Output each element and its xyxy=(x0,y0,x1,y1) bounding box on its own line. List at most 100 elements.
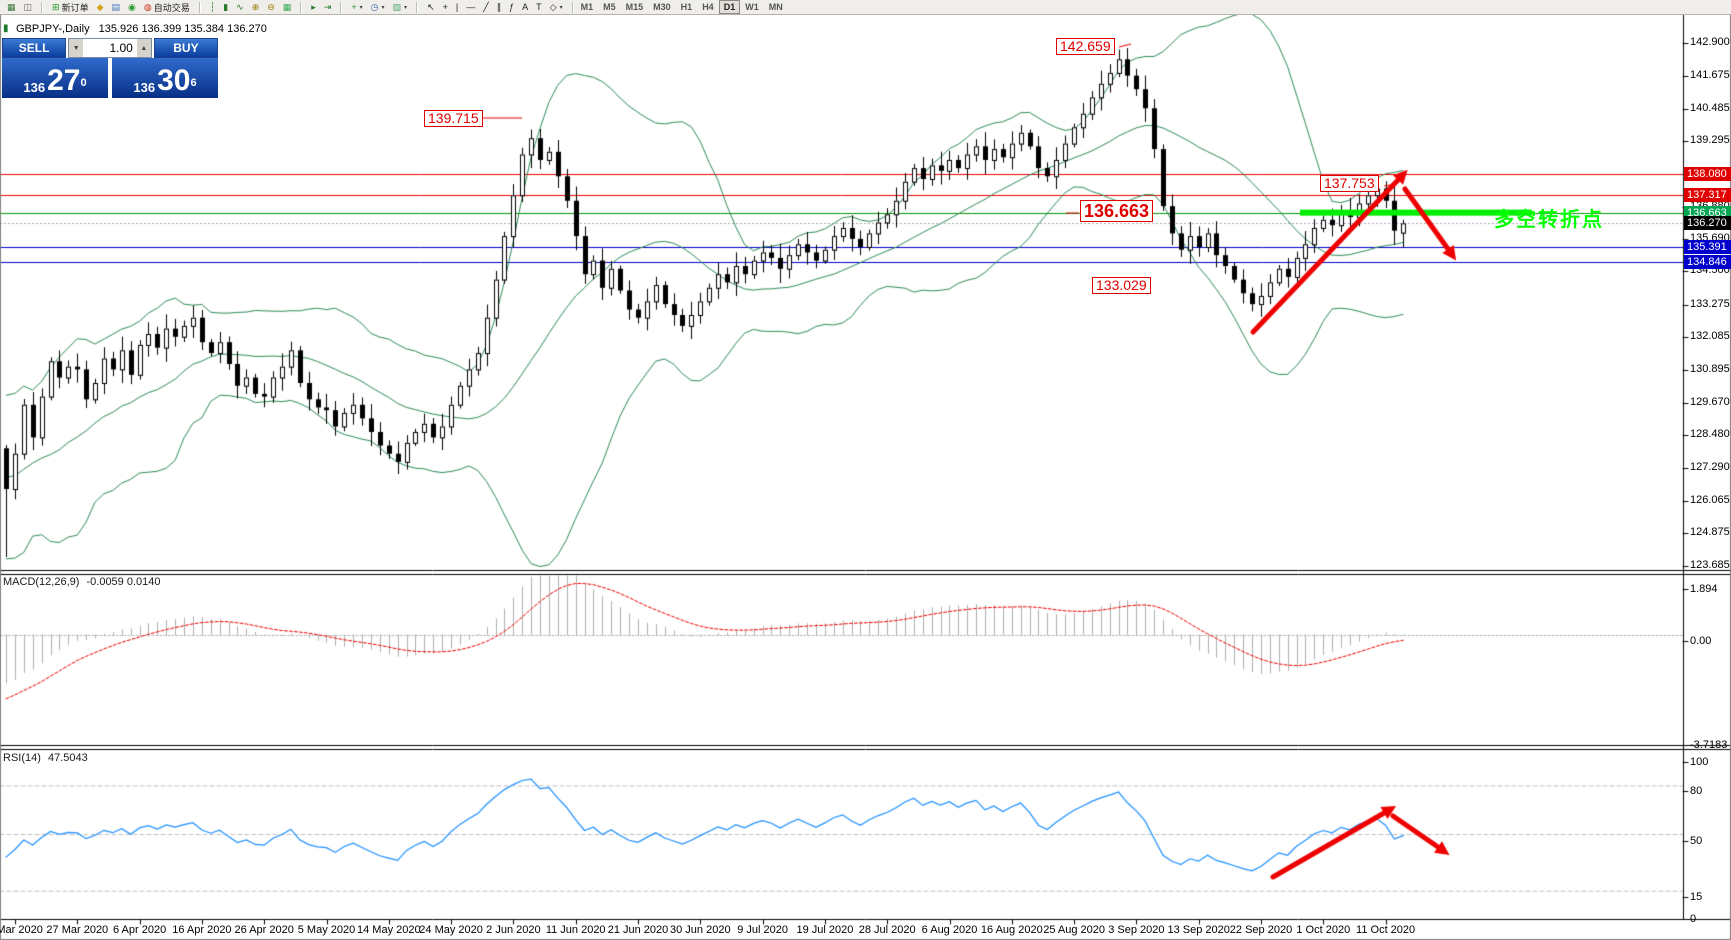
main-toolbar: ▦ ◫ ⊞ 新订单 ◆ ▤ ◉ ◍ 自动交易 ┆ ▮ ∿ ⊕ ⊖ ▦ ▸ ⇥ + ▾ ◷ ▾ ▧ ▾ ↖ + | — ╱ ∥ ƒ A T ◇ ▾ M… xyxy=(0,0,1731,15)
trendline-button[interactable]: ╱ xyxy=(479,0,492,14)
toolbar-group: ▸ ⇥ xyxy=(304,0,338,14)
price-annotation-tag[interactable]: 137.753 xyxy=(1320,175,1379,192)
timeframe-h1-button[interactable]: H1 xyxy=(680,2,693,12)
chevron-down-icon: ▾ xyxy=(381,4,385,11)
macd-values: -0.0059 0.0140 xyxy=(86,576,161,588)
buy-price[interactable]: 136 30 6 xyxy=(112,58,218,98)
symbol-name: GBPJPY-,Daily xyxy=(16,23,90,35)
date-tick-label: 6 Aug 2020 xyxy=(921,924,978,936)
tile-windows-icon: ▦ xyxy=(282,2,292,12)
new-order-button[interactable]: ⊞ 新订单 xyxy=(48,0,93,14)
timeframe-m5-button[interactable]: M5 xyxy=(603,2,616,12)
channel-button[interactable]: ∥ xyxy=(493,0,506,14)
vertical-line-icon: | xyxy=(455,2,459,12)
indicators-icon: + xyxy=(351,2,357,12)
candle-chart-button[interactable]: ▮ xyxy=(219,0,232,14)
volume-decrease-button[interactable]: ▼ xyxy=(69,39,84,57)
price-annotation-tag[interactable]: 142.659 xyxy=(1056,38,1115,55)
one-click-trading-panel: SELL ▼ 1.00 ▲ BUY 136 27 0 136 30 6 xyxy=(2,38,218,98)
indicators-button[interactable]: + ▾ xyxy=(347,0,366,14)
volume-value[interactable]: 1.00 xyxy=(109,41,133,55)
vertical-line-button[interactable]: | xyxy=(452,0,462,14)
label-button[interactable]: T xyxy=(532,0,546,14)
price-annotation-tag[interactable]: 136.663 xyxy=(1080,200,1154,222)
symbol-title: GBPJPY-,Daily 135.926 136.399 135.384 13… xyxy=(16,23,267,35)
chevron-down-icon: ▾ xyxy=(359,4,363,11)
date-tick-label: 30 Jun 2020 xyxy=(670,924,731,936)
price-annotation-tag[interactable]: 133.029 xyxy=(1092,277,1151,294)
periods-button[interactable]: ◷ ▾ xyxy=(367,0,389,14)
profiles-button[interactable]: ◫ xyxy=(20,0,37,14)
bar-chart-icon: ┆ xyxy=(209,2,216,12)
autotrading-label: 自动交易 xyxy=(153,2,190,13)
annotation-cn-text: 多空转折点 xyxy=(1494,209,1604,231)
chevron-down-icon: ▾ xyxy=(559,4,563,11)
buy-price-point: 6 xyxy=(190,77,197,89)
price-tick-label: 130.895 xyxy=(1690,362,1730,375)
bar-chart-button[interactable]: ┆ xyxy=(206,0,219,14)
volume-field[interactable]: ▼ 1.00 ▲ xyxy=(68,38,152,58)
line-chart-button[interactable]: ∿ xyxy=(232,0,248,14)
autotrading-button[interactable]: ◍ 自动交易 xyxy=(140,0,194,14)
arrows-icon: ◇ xyxy=(549,2,557,12)
indicator-tick-label: 0.00 xyxy=(1690,635,1712,647)
timeframe-m30-button[interactable]: M30 xyxy=(653,2,671,12)
date-tick-label: 22 Sep 2020 xyxy=(1229,924,1293,936)
price-tick-label: 133.275 xyxy=(1690,297,1730,310)
date-tick-label: 24 May 2020 xyxy=(419,924,483,936)
toolbar-group: ⊞ 新订单 ◆ ▤ ◉ ◍ 自动交易 xyxy=(45,0,197,14)
auto-scroll-icon: ▸ xyxy=(311,2,316,12)
sell-price-point: 0 xyxy=(80,77,87,89)
timeframe-mn-button[interactable]: MN xyxy=(768,2,783,12)
templates-icon: ▧ xyxy=(392,2,402,12)
sell-button[interactable]: SELL xyxy=(2,38,67,58)
timeframe-h4-button[interactable]: H4 xyxy=(702,2,714,12)
price-annotation-tag[interactable]: 139.715 xyxy=(424,110,483,127)
new-chart-button[interactable]: ▦ xyxy=(3,0,20,14)
cursor-button[interactable]: ↖ xyxy=(423,0,439,14)
candle-chart-icon: ▮ xyxy=(223,2,229,12)
timeframe-w1-button[interactable]: W1 xyxy=(745,2,759,12)
templates-button[interactable]: ▧ ▾ xyxy=(389,0,412,14)
toolbar-separator xyxy=(300,1,303,13)
timeframe-m15-button[interactable]: M15 xyxy=(625,2,644,12)
profiles-icon: ◫ xyxy=(23,2,33,12)
date-tick-label: 27 Mar 2020 xyxy=(46,924,109,936)
indicator-tick-label: 0 xyxy=(1690,913,1697,925)
price-level-tag: 135.391 xyxy=(1684,240,1731,255)
timeframe-m1-button[interactable]: M1 xyxy=(580,2,594,12)
arrows-button[interactable]: ◇ ▾ xyxy=(546,0,567,14)
chart-shift-button[interactable]: ⇥ xyxy=(320,0,336,14)
fibonacci-button[interactable]: ƒ xyxy=(505,0,518,14)
volume-increase-button[interactable]: ▲ xyxy=(136,39,151,57)
signal-button[interactable]: ◉ xyxy=(124,0,140,14)
metaeditor-button[interactable]: ◆ xyxy=(93,0,108,14)
zoom-in-button[interactable]: ⊕ xyxy=(248,0,264,14)
signal-icon: ◉ xyxy=(128,2,136,12)
zoom-out-button[interactable]: ⊖ xyxy=(263,0,279,14)
tile-windows-button[interactable]: ▦ xyxy=(279,0,296,14)
auto-scroll-button[interactable]: ▸ xyxy=(307,0,320,14)
buy-button[interactable]: BUY xyxy=(153,38,218,58)
timeframe-d1-button[interactable]: D1 xyxy=(718,0,741,14)
symbol-ohlc: 135.926 136.399 135.384 136.270 xyxy=(98,23,267,35)
rsi-value: 47.5043 xyxy=(47,752,88,764)
date-tick-label: 5 May 2020 xyxy=(297,924,356,936)
date-tick-label: 2 Jun 2020 xyxy=(486,924,541,936)
date-tick-label: 1 Oct 2020 xyxy=(1296,924,1351,936)
text-button[interactable]: A xyxy=(518,0,532,14)
date-tick-label: 13 Sep 2020 xyxy=(1167,924,1230,936)
price-tick-label: 124.875 xyxy=(1690,526,1730,539)
zoom-out-icon: ⊖ xyxy=(267,2,275,12)
date-tick-label: 26 Apr 2020 xyxy=(234,924,294,936)
line-chart-icon: ∿ xyxy=(236,2,244,12)
date-tick-label: 11 Jun 2020 xyxy=(545,924,606,936)
toolbar-separator xyxy=(198,1,201,13)
sell-price[interactable]: 136 27 0 xyxy=(2,58,108,98)
market-watch-button[interactable]: ▤ xyxy=(108,0,125,14)
new-order-label: 新订单 xyxy=(61,2,89,13)
horizontal-line-button[interactable]: — xyxy=(462,0,479,14)
crosshair-button[interactable]: + xyxy=(439,0,452,14)
macd-name: MACD(12,26,9) xyxy=(3,576,80,588)
